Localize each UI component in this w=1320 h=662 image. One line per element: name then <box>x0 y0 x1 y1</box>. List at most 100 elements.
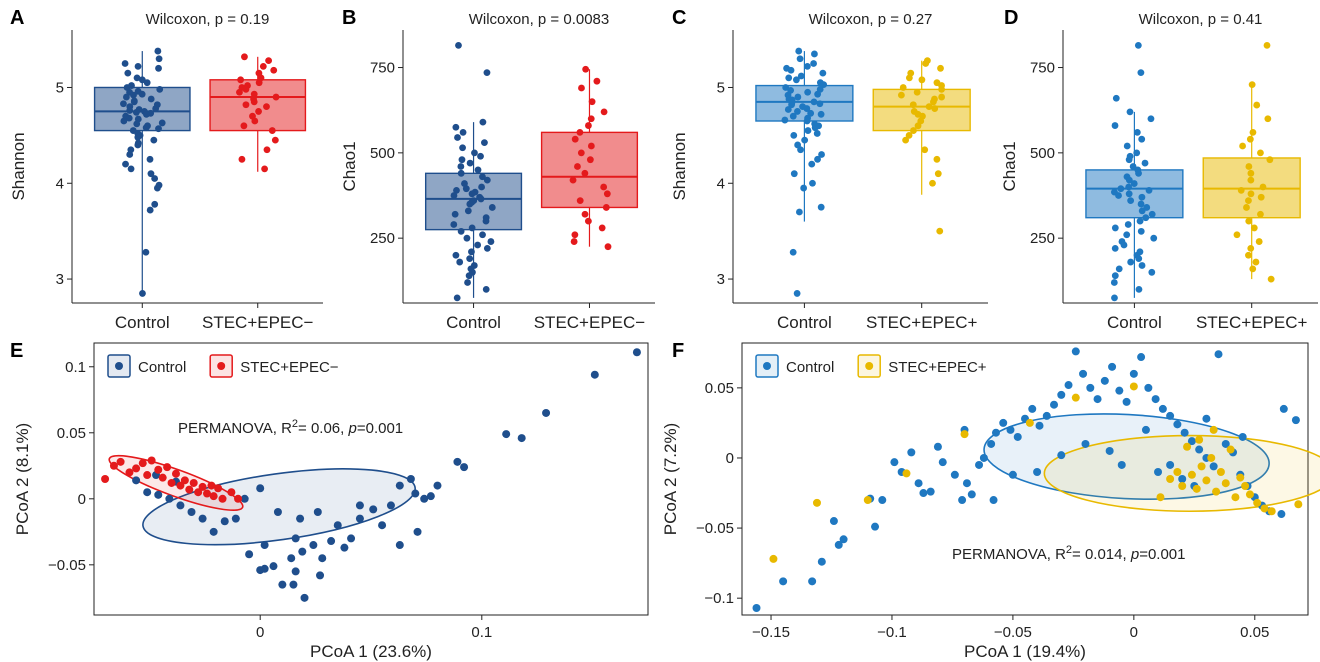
data-point <box>820 81 828 88</box>
data-point <box>1266 156 1274 164</box>
data-point <box>451 210 459 218</box>
data-point <box>132 464 141 473</box>
data-point <box>819 69 827 77</box>
data-point <box>155 64 162 72</box>
data-point <box>1255 238 1263 245</box>
data-point <box>471 149 478 157</box>
data-point <box>132 108 140 116</box>
data-point <box>1166 475 1175 483</box>
data-point <box>1253 101 1261 109</box>
data-point <box>1108 362 1117 371</box>
data-point <box>207 481 216 490</box>
data-point <box>1238 432 1247 441</box>
data-point <box>1246 135 1254 143</box>
data-point <box>933 442 942 451</box>
panel-e: E 0 0.1 −0.05 0 0.05 0.1 PCoA 1 (23.6%) PCoA 2 (… <box>10 340 649 661</box>
data-point <box>587 115 595 123</box>
data-point <box>242 85 250 93</box>
data-point <box>378 521 387 530</box>
data-point <box>355 514 364 523</box>
data-point <box>586 156 594 164</box>
y-tick-label: 250 <box>370 230 395 247</box>
data-point <box>120 100 127 108</box>
data-point <box>146 155 154 163</box>
data-point <box>466 255 474 263</box>
data-point <box>155 125 162 133</box>
data-point <box>126 151 134 158</box>
data-point <box>588 98 596 106</box>
y-tick-label: 0.05 <box>57 425 86 442</box>
data-point <box>134 133 142 141</box>
data-point <box>452 123 460 131</box>
data-point <box>808 160 816 168</box>
data-point <box>1192 484 1201 493</box>
data-point <box>1209 425 1218 434</box>
data-point <box>355 501 364 510</box>
data-point <box>593 77 601 85</box>
data-point <box>796 55 804 63</box>
data-point <box>139 290 146 297</box>
data-point <box>793 290 801 297</box>
data-point <box>602 204 610 211</box>
data-point <box>120 117 128 125</box>
data-point <box>124 69 132 77</box>
y-tick-label: −0.1 <box>704 590 734 607</box>
data-point <box>1100 376 1109 385</box>
data-point <box>600 183 608 191</box>
data-point <box>454 134 461 141</box>
data-point <box>1209 462 1218 471</box>
data-point <box>318 554 327 563</box>
data-point <box>1135 169 1142 177</box>
data-point <box>452 251 460 259</box>
data-point <box>1127 197 1135 205</box>
data-point <box>925 103 933 111</box>
data-point <box>101 475 110 483</box>
data-point <box>273 508 282 517</box>
data-point <box>1245 197 1252 205</box>
y-axis-title: Shannon <box>9 132 28 200</box>
data-point <box>154 490 163 499</box>
data-point <box>1148 268 1156 276</box>
data-point <box>237 76 245 84</box>
x-tick-label: −0.15 <box>752 624 790 641</box>
data-point <box>123 93 130 101</box>
data-point <box>1050 400 1059 409</box>
data-point <box>466 159 474 167</box>
data-point <box>950 470 959 479</box>
data-point <box>250 98 258 106</box>
data-point <box>784 106 792 113</box>
data-point <box>604 243 612 251</box>
data-point <box>1133 149 1141 157</box>
x-tick-label: STEC+EPEC− <box>534 313 646 332</box>
y-tick-label: 4 <box>56 175 64 192</box>
data-point <box>1137 227 1145 235</box>
data-point <box>790 170 798 178</box>
data-point <box>1247 245 1255 252</box>
panel-letter: C <box>672 7 686 29</box>
data-point <box>268 127 276 134</box>
data-point <box>800 184 808 192</box>
data-point <box>1006 425 1015 434</box>
data-point <box>411 489 420 498</box>
data-point <box>797 72 805 80</box>
data-point <box>271 136 279 144</box>
data-point <box>810 98 818 106</box>
data-point <box>1117 185 1125 193</box>
data-point <box>1236 473 1245 482</box>
data-point <box>958 496 967 505</box>
stat-annotation: Wilcoxon, p = 0.41 <box>1139 11 1263 28</box>
data-point <box>794 108 801 115</box>
data-point <box>263 146 271 154</box>
data-point <box>1264 115 1272 123</box>
data-point <box>1212 487 1221 496</box>
data-point <box>479 173 486 181</box>
data-point <box>921 146 929 154</box>
data-point <box>936 227 944 235</box>
data-point <box>1071 393 1080 402</box>
data-point <box>1183 442 1192 451</box>
data-point <box>426 492 435 501</box>
legend-label: STEC+EPEC+ <box>888 359 987 376</box>
annotation-part: p <box>348 420 357 437</box>
data-point <box>240 494 249 503</box>
data-point <box>1239 142 1246 150</box>
